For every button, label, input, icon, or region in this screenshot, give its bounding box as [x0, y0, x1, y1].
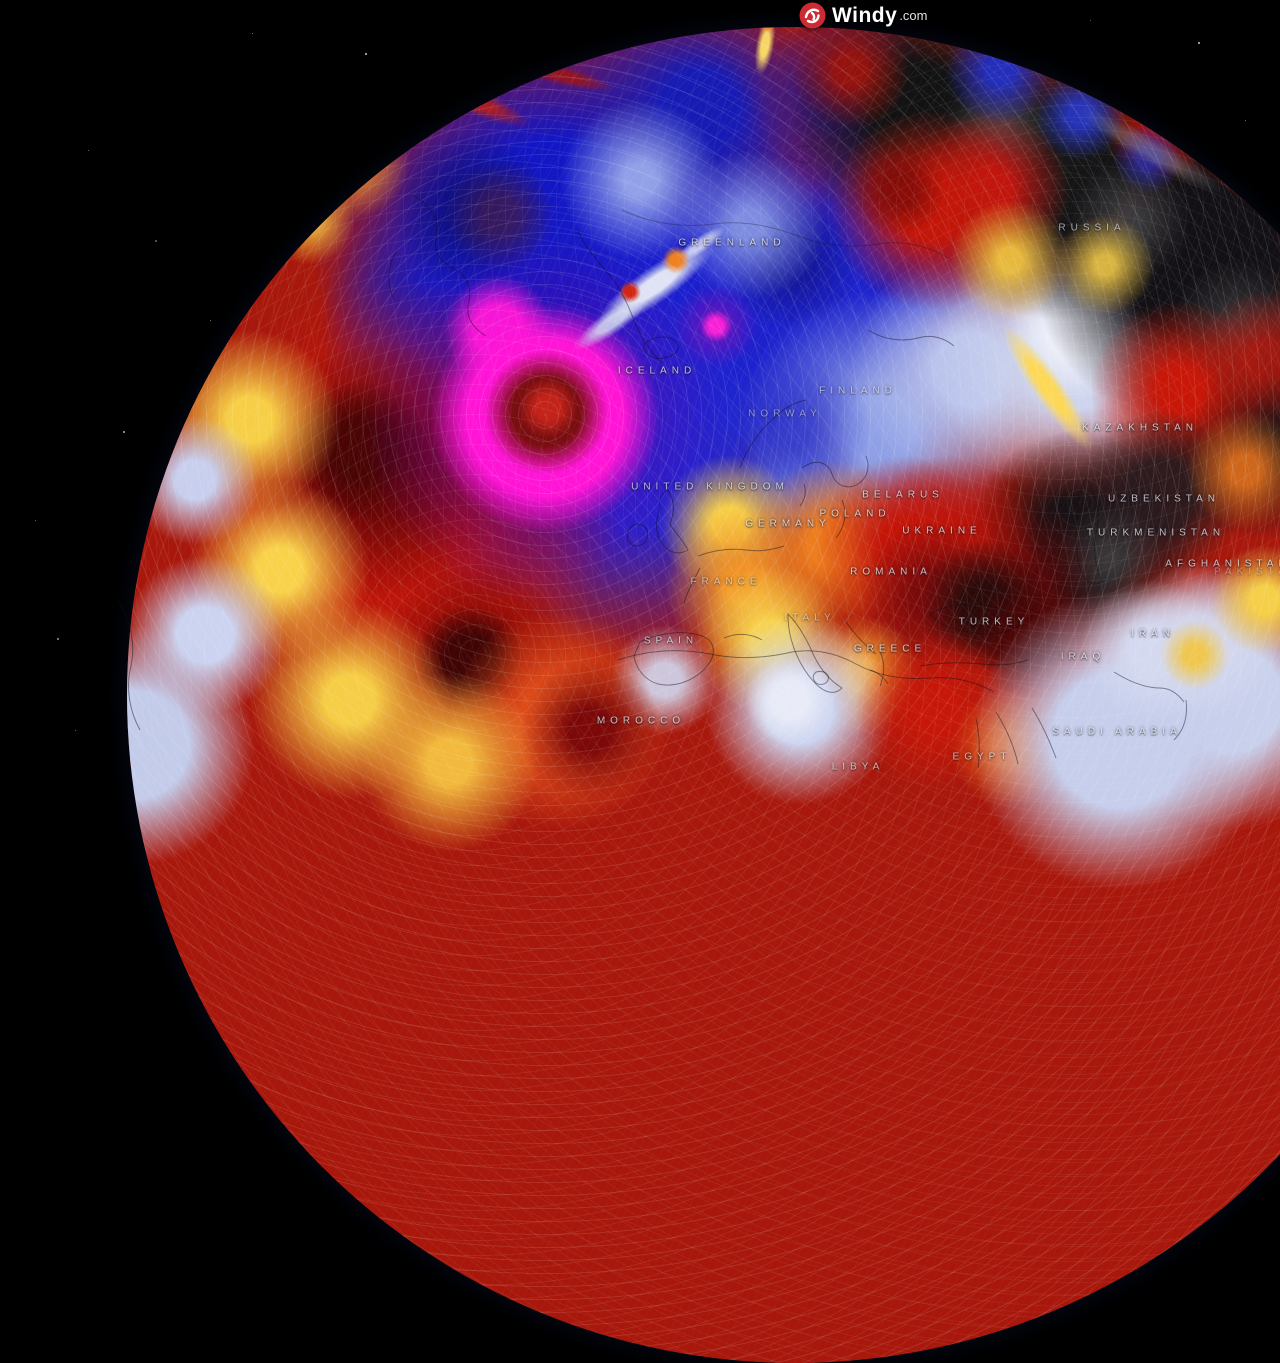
star	[88, 150, 89, 151]
star	[155, 240, 157, 242]
globe-map[interactable]	[127, 27, 1280, 1363]
windy-tld-text: .com	[899, 8, 928, 23]
windy-logo[interactable]: Windy .com	[799, 2, 927, 29]
windy-brand-text: Windy	[832, 3, 898, 27]
windy-globe-screenshot: { "logo": { "brand": "Windy", "tld": ".c…	[35, 2, 1280, 1363]
star	[57, 638, 59, 640]
star	[252, 33, 253, 34]
temperature-anomaly-layer	[127, 27, 1280, 1363]
star	[1090, 20, 1091, 21]
star	[35, 520, 36, 521]
star	[210, 320, 211, 321]
windy-badge-circle	[799, 2, 826, 29]
star	[123, 431, 125, 433]
star	[75, 730, 76, 731]
windy-badge-icon	[799, 2, 826, 29]
star	[365, 53, 367, 55]
star	[1198, 42, 1200, 44]
